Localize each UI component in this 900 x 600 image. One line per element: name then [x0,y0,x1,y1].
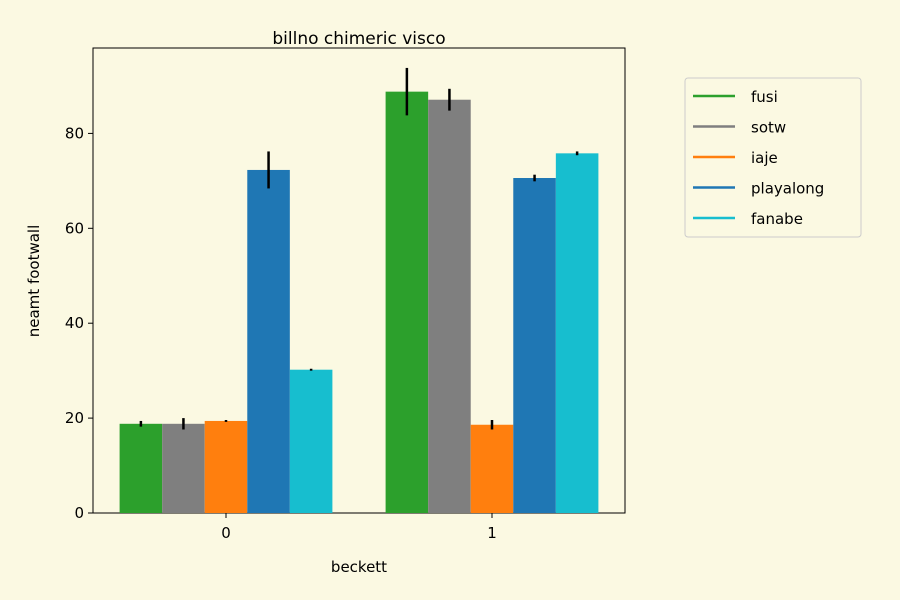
legend-label-fusi: fusi [751,88,778,106]
bar-group [119,91,599,514]
x-tick-label: 0 [221,524,231,542]
y-tick-label: 80 [65,124,84,142]
bar-playalong-0 [247,169,290,513]
chart-title: billno chimeric visco [272,29,445,49]
bar-sotw-1 [428,99,471,513]
bar-iaje-1 [470,424,514,513]
bar-fusi-1 [385,91,429,513]
bar-iaje-0 [204,420,248,513]
y-axis-label: neamt footwall [25,225,43,338]
y-tick-label: 20 [65,409,84,427]
bar-fanabe-0 [289,369,333,513]
error-bar-group [139,67,579,430]
legend-label-iaje: iaje [751,149,778,167]
legend-items: fusi sotw iaje playalong fanabe [693,88,824,228]
legend: fusi sotw iaje playalong fanabe [684,77,862,238]
legend-label-sotw: sotw [751,119,786,137]
y-tick-label: 0 [74,504,84,522]
bar-sotw-0 [162,423,205,513]
bar-fusi-0 [119,423,163,513]
y-tick-label: 40 [65,314,84,332]
legend-label-playalong: playalong [751,180,824,198]
legend-label-fanabe: fanabe [751,210,803,228]
bar-playalong-1 [513,178,556,514]
bar-fanabe-1 [555,153,599,513]
x-axis-label: beckett [331,558,387,576]
y-tick-label: 60 [65,219,84,237]
x-tick-label: 1 [487,524,497,542]
plot-area [92,47,626,514]
y-axis: 0 20 40 60 80 [65,124,93,522]
legend-frame [684,77,862,238]
